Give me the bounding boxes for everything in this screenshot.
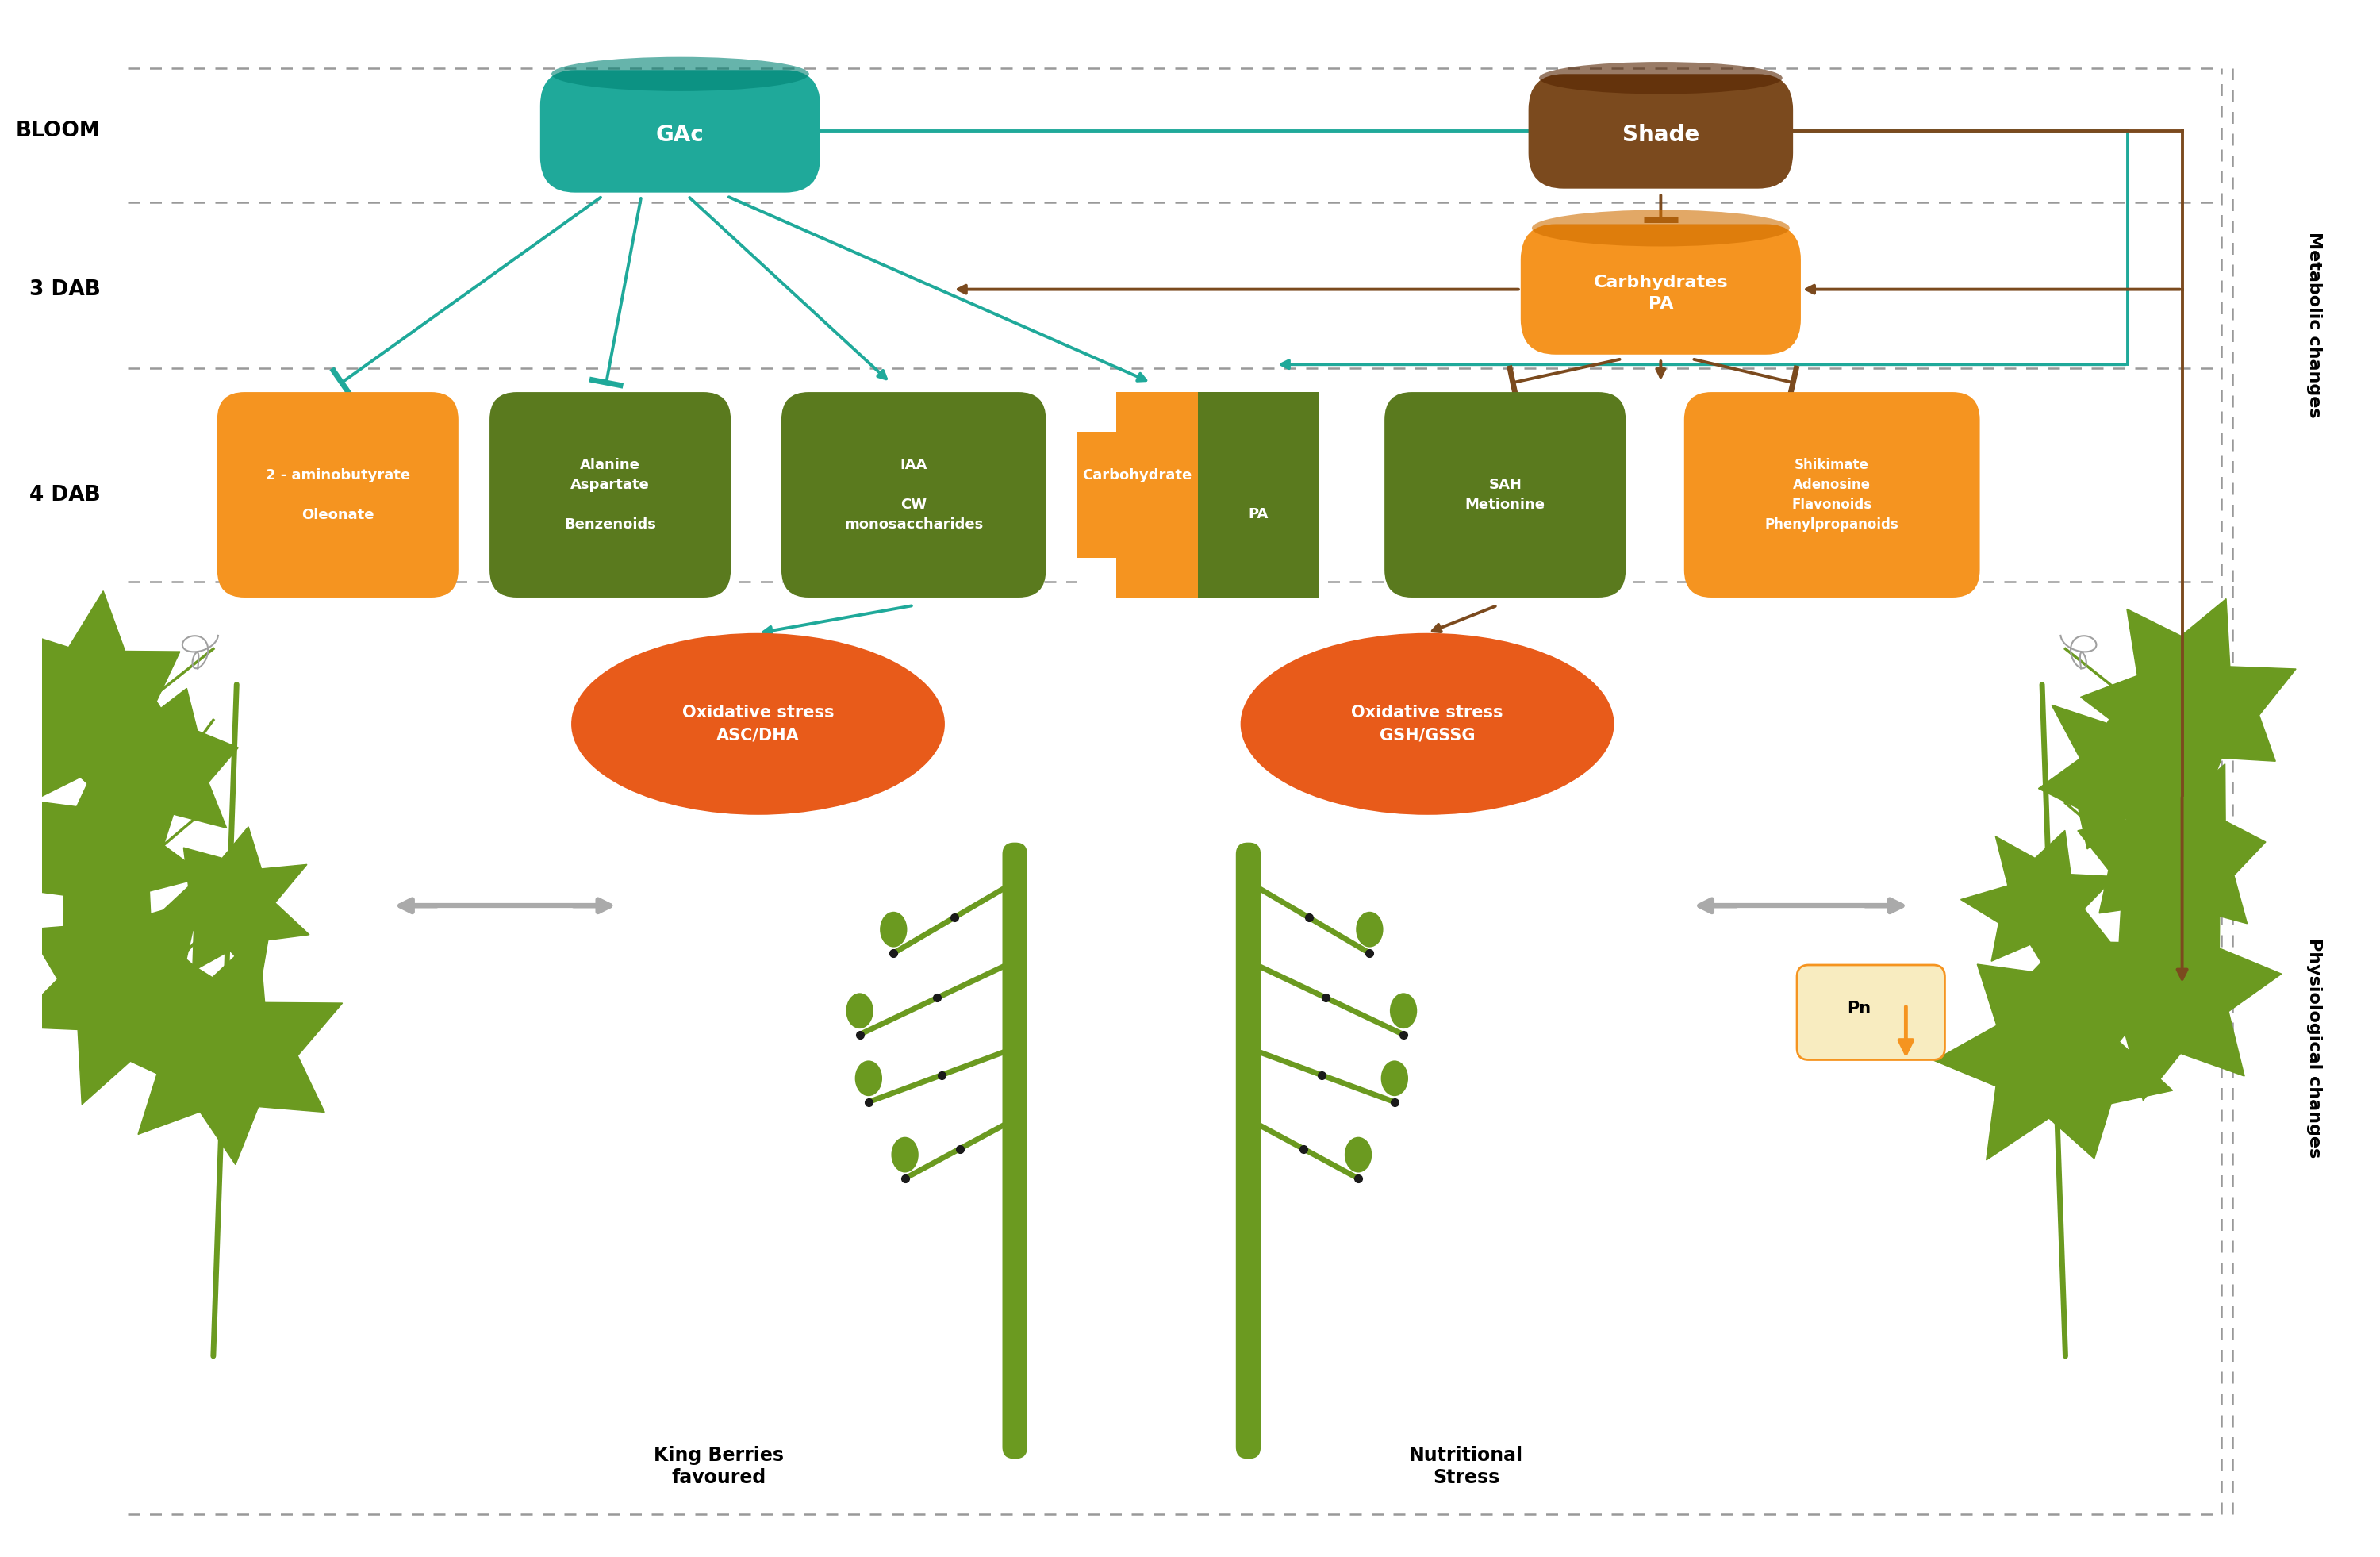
FancyBboxPatch shape <box>1197 392 1319 598</box>
Text: PA: PA <box>1247 508 1269 522</box>
Text: GAc: GAc <box>657 125 704 146</box>
Polygon shape <box>2 758 207 954</box>
Ellipse shape <box>881 912 907 947</box>
Ellipse shape <box>552 58 809 92</box>
Polygon shape <box>162 827 309 984</box>
FancyBboxPatch shape <box>1528 75 1792 188</box>
Polygon shape <box>57 682 238 872</box>
Text: Carbhydrates
PA: Carbhydrates PA <box>1595 276 1728 311</box>
FancyBboxPatch shape <box>490 392 731 598</box>
FancyBboxPatch shape <box>1280 557 1319 598</box>
Ellipse shape <box>1240 634 1614 814</box>
Text: Shikimate
Adenosine
Flavonoids
Phenylpropanoids: Shikimate Adenosine Flavonoids Phenylpro… <box>1766 458 1899 532</box>
Text: IAA

CW
monosaccharides: IAA CW monosaccharides <box>845 458 983 532</box>
Text: Oxidative stress
GSH/GSSG: Oxidative stress GSH/GSSG <box>1352 705 1504 743</box>
FancyBboxPatch shape <box>781 392 1045 598</box>
Polygon shape <box>10 861 226 1104</box>
Text: Alanine
Aspartate

Benzenoids: Alanine Aspartate Benzenoids <box>564 458 657 532</box>
Text: Oxidative stress
ASC/DHA: Oxidative stress ASC/DHA <box>683 705 833 743</box>
Polygon shape <box>1961 830 2116 982</box>
Text: Shade: Shade <box>1623 125 1699 146</box>
Ellipse shape <box>1345 1137 1371 1172</box>
FancyBboxPatch shape <box>1521 224 1802 355</box>
FancyBboxPatch shape <box>1385 392 1626 598</box>
FancyBboxPatch shape <box>1264 392 1319 598</box>
FancyBboxPatch shape <box>1797 965 1944 1060</box>
FancyBboxPatch shape <box>1280 392 1319 431</box>
Ellipse shape <box>1533 210 1790 246</box>
Ellipse shape <box>1390 993 1416 1029</box>
FancyBboxPatch shape <box>1002 842 1028 1459</box>
Polygon shape <box>2044 872 2282 1101</box>
Ellipse shape <box>845 993 873 1029</box>
Ellipse shape <box>571 634 945 814</box>
Polygon shape <box>2037 684 2216 861</box>
Text: Carbohydrate: Carbohydrate <box>1083 469 1192 483</box>
Text: King Berries
favoured: King Berries favoured <box>655 1446 783 1487</box>
Text: 2 - aminobutyrate

Oleonate: 2 - aminobutyrate Oleonate <box>267 467 409 522</box>
FancyBboxPatch shape <box>1235 842 1261 1459</box>
Text: Pn: Pn <box>1847 1001 1871 1017</box>
Text: Nutritional
Stress: Nutritional Stress <box>1409 1446 1523 1487</box>
Text: 4 DAB: 4 DAB <box>29 484 100 504</box>
Polygon shape <box>2080 599 2297 808</box>
FancyBboxPatch shape <box>540 70 821 193</box>
Ellipse shape <box>890 1137 919 1172</box>
Ellipse shape <box>1380 1060 1409 1096</box>
Ellipse shape <box>1540 62 1783 93</box>
Text: Physiological changes: Physiological changes <box>2306 937 2323 1158</box>
FancyBboxPatch shape <box>1685 392 1980 598</box>
FancyBboxPatch shape <box>1078 392 1319 598</box>
FancyBboxPatch shape <box>1078 557 1116 598</box>
Text: SAH
Metionine: SAH Metionine <box>1466 478 1545 512</box>
Ellipse shape <box>854 1060 883 1096</box>
Text: 3 DAB: 3 DAB <box>29 279 100 299</box>
FancyBboxPatch shape <box>1078 392 1116 431</box>
Text: Metabolic changes: Metabolic changes <box>2306 232 2323 417</box>
FancyBboxPatch shape <box>1197 392 1319 598</box>
Polygon shape <box>2078 761 2266 964</box>
FancyBboxPatch shape <box>1078 392 1197 598</box>
Ellipse shape <box>1357 912 1383 947</box>
Text: BLOOM: BLOOM <box>17 121 100 142</box>
Polygon shape <box>0 592 183 810</box>
FancyBboxPatch shape <box>217 392 459 598</box>
Polygon shape <box>107 934 343 1165</box>
Polygon shape <box>1935 930 2173 1160</box>
